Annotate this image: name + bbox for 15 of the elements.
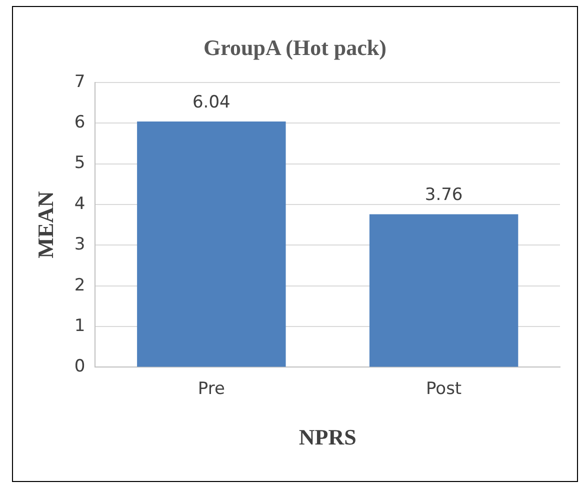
y-axis-title: MEAN bbox=[32, 191, 58, 258]
y-tick-label: 7 bbox=[74, 72, 86, 92]
y-tick-label: 6 bbox=[74, 112, 86, 133]
y-tick-label: 0 bbox=[74, 356, 86, 377]
chart-title: GroupA (Hot pack) bbox=[204, 34, 386, 60]
data-label: 3.76 bbox=[424, 185, 463, 206]
data-label: 6.04 bbox=[192, 92, 230, 112]
y-tick-label: 4 bbox=[74, 194, 86, 214]
y-tick-label: 3 bbox=[74, 234, 86, 255]
y-tick-label: 5 bbox=[74, 153, 86, 174]
y-tick-label: 2 bbox=[74, 275, 86, 296]
y-tick-label: 1 bbox=[74, 316, 86, 336]
x-tick-label: Pre bbox=[198, 378, 225, 399]
x-axis-title: NPRS bbox=[298, 424, 356, 450]
x-tick-label: Post bbox=[426, 378, 462, 399]
